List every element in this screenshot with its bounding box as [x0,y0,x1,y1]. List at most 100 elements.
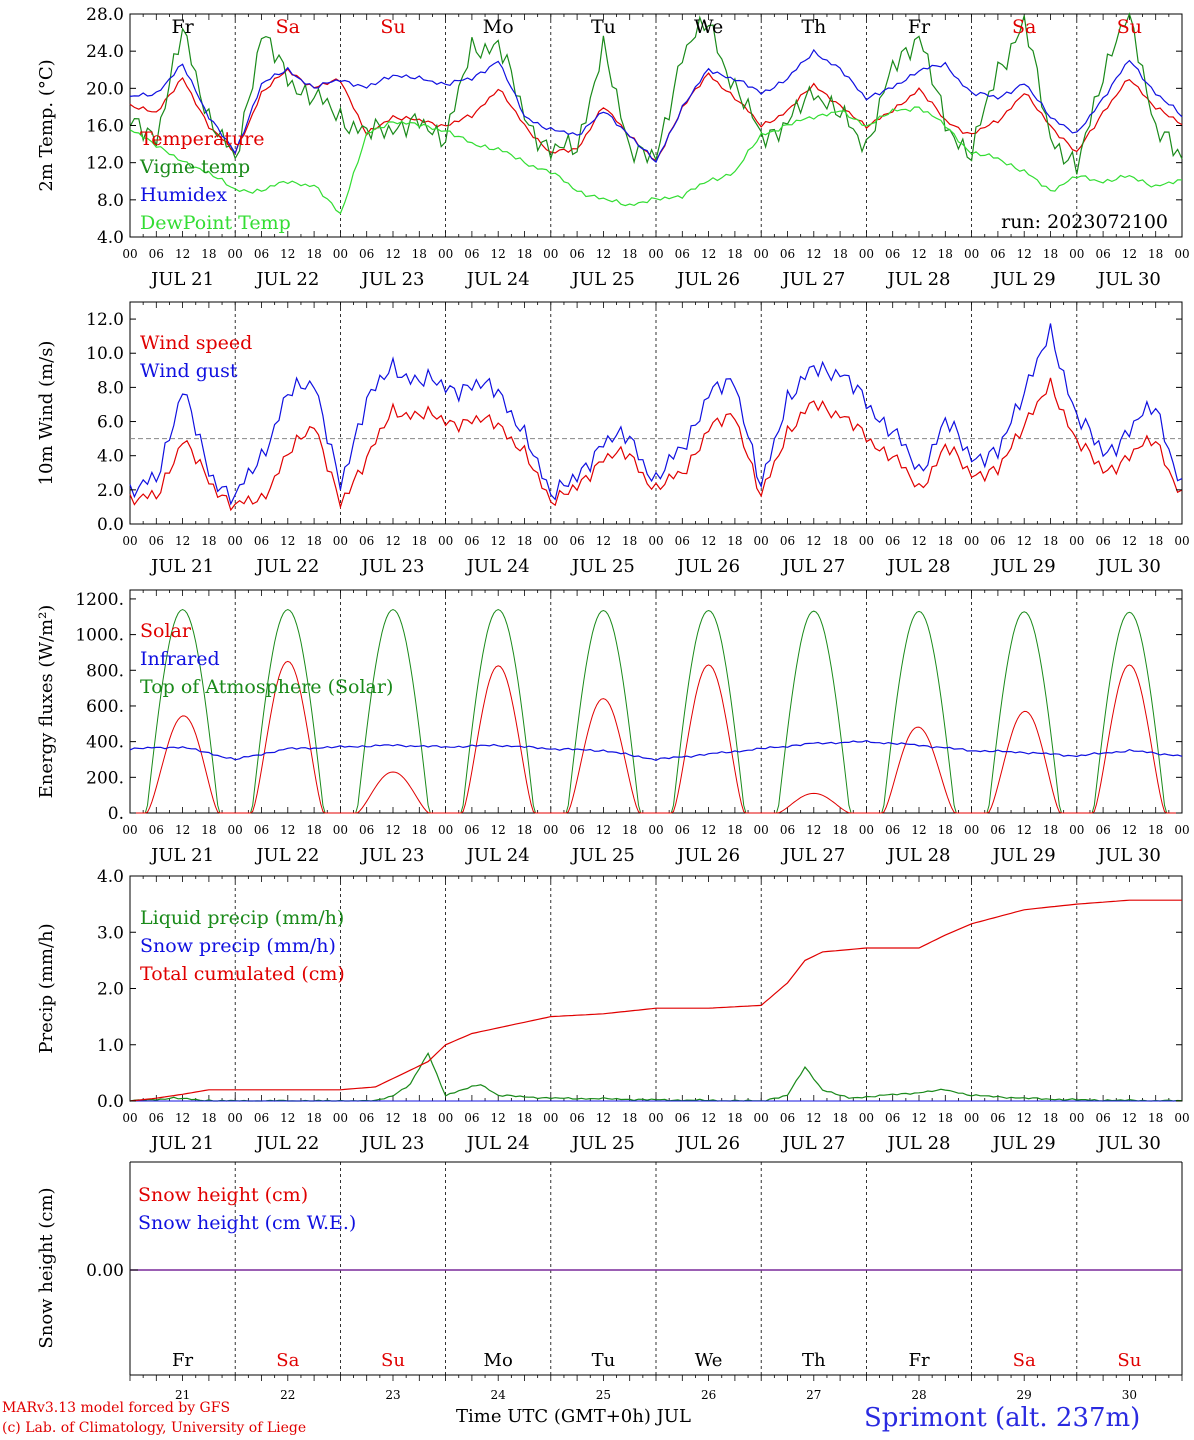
date-label: JUL 27 [780,845,845,866]
hour-tick-label: 12 [806,823,821,837]
hour-tick-label: 18 [727,534,742,548]
date-label: JUL 23 [360,269,425,290]
date-label: JUL 30 [1096,269,1161,290]
hour-tick-label: 18 [1043,247,1058,261]
hour-tick-label: 18 [832,1111,847,1125]
hour-tick-label: 12 [596,1111,611,1125]
weekday-label: Su [1117,1350,1141,1371]
date-label: JUL 29 [991,1133,1056,1154]
day-number-label: 24 [491,1388,507,1402]
date-label: JUL 30 [1096,1133,1161,1154]
y-tick-label: 12.0 [86,154,124,174]
y-axis-label: Precip (mm/h) [36,923,57,1053]
temp-series-line [129,48,1183,163]
hour-tick-label: 06 [569,247,584,261]
hour-tick-label: 00 [543,534,558,548]
hour-tick-label: 18 [622,534,637,548]
hour-tick-label: 06 [675,823,690,837]
weekday-label: Sa [1013,1350,1036,1371]
hour-tick-label: 18 [201,823,216,837]
hour-tick-label: 00 [228,247,243,261]
hour-tick-label: 18 [201,534,216,548]
date-label: JUL 29 [991,269,1056,290]
hour-tick-label: 18 [306,1111,321,1125]
hour-tick-label: 00 [1174,534,1189,548]
day-number-label: 29 [1017,1388,1032,1402]
hour-tick-label: 06 [780,247,795,261]
hour-tick-label: 06 [990,247,1005,261]
weekday-label: Th [802,1350,826,1371]
hour-tick-label: 18 [1148,247,1163,261]
hour-tick-label: 00 [754,1111,769,1125]
date-label: JUL 25 [570,269,635,290]
hour-tick-label: 12 [701,1111,716,1125]
date-label: JUL 21 [149,1133,214,1154]
legend-entry: Snow height (cm) [138,1184,308,1206]
hour-tick-label: 12 [911,534,926,548]
panel-frame-1 [129,13,1183,238]
hour-tick-label: 06 [254,247,269,261]
weekday-label: Tu [591,16,616,38]
infrared-line [129,739,1183,762]
hour-tick-label: 06 [359,823,374,837]
hour-tick-label: 06 [1095,823,1110,837]
hour-tick-label: 18 [832,534,847,548]
hour-tick-label: 12 [1017,1111,1032,1125]
weekday-label: Su [380,16,405,38]
y-tick-label: 3.0 [97,923,124,943]
hour-tick-label: 00 [754,534,769,548]
weekday-label: Sa [276,1350,299,1371]
hour-tick-label: 18 [938,534,953,548]
hour-tick-label: 06 [1095,247,1110,261]
weekday-label: We [694,16,723,38]
weekday-label: Fr [171,16,194,38]
hour-tick-label: 18 [727,1111,742,1125]
hour-tick-label: 12 [911,823,926,837]
hour-tick-label: 06 [149,823,164,837]
hour-tick-label: 18 [727,823,742,837]
legend-entry: Top of Atmosphere (Solar) [140,676,393,698]
hour-tick-label: 06 [254,534,269,548]
hour-tick-label: 06 [464,1111,479,1125]
hour-tick-label: 18 [1148,823,1163,837]
hour-tick-label: 18 [412,823,427,837]
date-label: JUL 26 [675,269,740,290]
legend-entry: Liquid precip (mm/h) [140,907,344,929]
hour-tick-label: 06 [885,534,900,548]
y-tick-label: 16.0 [86,117,124,137]
hour-tick-label: 00 [122,534,137,548]
hour-tick-label: 18 [622,247,637,261]
date-label: JUL 29 [991,556,1056,577]
hour-tick-label: 06 [675,534,690,548]
legend-entry: Wind speed [140,332,252,354]
date-label: JUL 21 [149,556,214,577]
hour-tick-label: 06 [464,247,479,261]
hour-tick-label: 18 [1043,1111,1058,1125]
hour-tick-label: 12 [596,823,611,837]
hour-tick-label: 06 [990,823,1005,837]
y-tick-label: 0. [108,804,124,824]
hour-tick-label: 18 [517,247,532,261]
date-label: JUL 28 [886,269,951,290]
hour-tick-label: 12 [911,247,926,261]
day-number-label: 22 [280,1388,295,1402]
hour-tick-label: 18 [622,1111,637,1125]
hour-tick-label: 18 [1043,823,1058,837]
weekday-label: Fr [172,1350,193,1371]
y-tick-label: 8.0 [97,378,124,398]
legend-entry: Total cumulated (cm) [140,963,345,985]
hour-tick-label: 06 [780,534,795,548]
panel-frame-3 [129,589,1183,814]
weekday-label: Mo [483,16,514,38]
model-credit: MARv3.13 model forced by GFS [2,1400,231,1416]
date-label: JUL 21 [149,845,214,866]
hour-tick-label: 00 [754,823,769,837]
hour-tick-label: 12 [1122,247,1137,261]
hour-tick-label: 06 [149,247,164,261]
run-annotation: run: 2023072100 [1001,211,1168,233]
hour-tick-label: 00 [228,823,243,837]
hour-tick-label: 00 [1069,1111,1084,1125]
hour-tick-label: 12 [1017,247,1032,261]
y-tick-label: 6.0 [97,413,124,433]
day-number-label: 27 [806,1388,821,1402]
